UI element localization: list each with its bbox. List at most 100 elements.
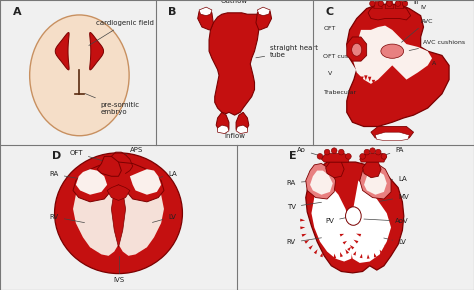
- Polygon shape: [410, 84, 414, 89]
- Text: PV: PV: [325, 217, 351, 224]
- Ellipse shape: [338, 149, 344, 155]
- Polygon shape: [76, 169, 107, 195]
- Polygon shape: [103, 255, 106, 262]
- Polygon shape: [402, 80, 406, 85]
- Polygon shape: [87, 248, 91, 254]
- Text: OFT cushions: OFT cushions: [323, 51, 365, 59]
- Ellipse shape: [55, 153, 182, 273]
- Text: TV: TV: [287, 202, 321, 210]
- Text: straight heart
tube: straight heart tube: [256, 45, 318, 58]
- Polygon shape: [388, 238, 392, 242]
- Polygon shape: [395, 75, 398, 80]
- Text: APS: APS: [126, 147, 143, 155]
- Text: RV: RV: [287, 238, 321, 245]
- Polygon shape: [236, 112, 249, 132]
- Polygon shape: [209, 13, 260, 115]
- Polygon shape: [340, 234, 344, 237]
- Text: LA: LA: [150, 171, 177, 180]
- Polygon shape: [414, 82, 418, 87]
- Polygon shape: [385, 0, 393, 8]
- Polygon shape: [306, 162, 404, 273]
- Polygon shape: [321, 153, 350, 162]
- Polygon shape: [326, 162, 344, 178]
- Text: III: III: [413, 0, 419, 5]
- Polygon shape: [390, 231, 395, 233]
- Polygon shape: [55, 32, 69, 70]
- Text: OFT: OFT: [324, 26, 337, 31]
- Polygon shape: [380, 250, 383, 254]
- Polygon shape: [156, 236, 162, 240]
- Polygon shape: [374, 1, 383, 8]
- Polygon shape: [371, 126, 413, 139]
- Text: RA: RA: [50, 171, 87, 180]
- Polygon shape: [383, 82, 387, 87]
- Polygon shape: [320, 252, 323, 257]
- Polygon shape: [360, 254, 363, 258]
- Polygon shape: [363, 162, 381, 178]
- Polygon shape: [367, 254, 370, 259]
- Polygon shape: [216, 112, 229, 132]
- Ellipse shape: [370, 148, 375, 153]
- Ellipse shape: [387, 1, 392, 6]
- Text: PA: PA: [375, 147, 404, 158]
- Polygon shape: [372, 80, 375, 85]
- Polygon shape: [375, 132, 409, 141]
- Polygon shape: [199, 7, 212, 16]
- Polygon shape: [360, 77, 364, 81]
- Text: A: A: [432, 61, 436, 66]
- Text: Ao: Ao: [297, 147, 328, 158]
- Text: IVS: IVS: [113, 277, 124, 283]
- Polygon shape: [395, 0, 403, 8]
- Ellipse shape: [317, 153, 323, 159]
- Polygon shape: [301, 234, 307, 237]
- Polygon shape: [218, 125, 229, 134]
- Polygon shape: [368, 77, 371, 82]
- Polygon shape: [306, 164, 336, 199]
- Polygon shape: [364, 75, 367, 80]
- Polygon shape: [236, 125, 247, 134]
- Polygon shape: [387, 79, 391, 84]
- Polygon shape: [131, 255, 134, 262]
- Polygon shape: [314, 249, 318, 254]
- Text: Inflow: Inflow: [224, 133, 245, 139]
- Polygon shape: [376, 83, 379, 88]
- Polygon shape: [257, 7, 270, 16]
- Text: MV: MV: [380, 194, 409, 201]
- Polygon shape: [384, 245, 388, 249]
- Polygon shape: [364, 171, 387, 195]
- Polygon shape: [300, 219, 305, 222]
- Polygon shape: [71, 228, 77, 232]
- Ellipse shape: [346, 207, 361, 225]
- Ellipse shape: [30, 15, 129, 136]
- Text: V: V: [328, 71, 333, 76]
- Polygon shape: [418, 79, 421, 84]
- Polygon shape: [350, 245, 354, 249]
- Text: Outflow: Outflow: [221, 0, 248, 4]
- Polygon shape: [146, 248, 150, 254]
- Ellipse shape: [381, 153, 387, 159]
- Polygon shape: [327, 253, 329, 259]
- Polygon shape: [391, 76, 394, 81]
- Text: D: D: [52, 151, 61, 161]
- Text: C: C: [326, 7, 334, 17]
- Polygon shape: [152, 242, 157, 247]
- Ellipse shape: [370, 1, 375, 6]
- Text: B: B: [168, 7, 176, 17]
- Text: AVC: AVC: [401, 19, 433, 42]
- Polygon shape: [107, 185, 130, 200]
- Polygon shape: [380, 84, 383, 89]
- Polygon shape: [160, 228, 166, 232]
- Polygon shape: [130, 169, 161, 195]
- Polygon shape: [73, 162, 164, 202]
- Ellipse shape: [364, 149, 370, 155]
- Polygon shape: [391, 222, 395, 224]
- Ellipse shape: [378, 1, 383, 6]
- Polygon shape: [198, 8, 213, 30]
- Polygon shape: [340, 252, 343, 257]
- Ellipse shape: [352, 44, 362, 56]
- Polygon shape: [374, 253, 377, 258]
- Polygon shape: [73, 185, 164, 256]
- Polygon shape: [353, 251, 356, 255]
- Text: LV: LV: [384, 238, 406, 245]
- Ellipse shape: [402, 1, 408, 6]
